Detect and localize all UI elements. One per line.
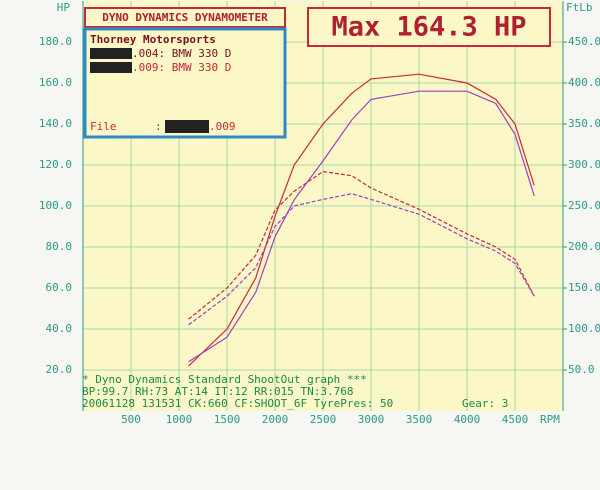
x-tick-label: 4500 (502, 413, 529, 426)
redaction (90, 48, 132, 59)
max-box (307, 7, 551, 47)
y-tick-label: 20.0 (46, 363, 73, 376)
footer: Gear: 3 (462, 397, 508, 410)
y-tick-label: 120.0 (39, 158, 72, 171)
y2-tick-label: 100.0 (568, 322, 600, 335)
y2-tick-label: 200.0 (568, 240, 600, 253)
x-axis-label: RPM (540, 413, 560, 426)
footer: * Dyno Dynamics Standard ShootOut graph … (82, 373, 367, 386)
max-label: Max 164.3 HP (331, 12, 526, 43)
x-tick-label: 2000 (262, 413, 289, 426)
y2-tick-label: 350.0 (568, 117, 600, 130)
shop: Thorney Motorsports (90, 33, 216, 46)
power-line (188, 73, 535, 367)
y2-tick-label: 450.0 (568, 35, 600, 48)
x-tick-label: 1000 (166, 413, 193, 426)
file-label: File (90, 120, 117, 133)
y2-tick-label: 300.0 (568, 158, 600, 171)
y-tick-label: 60.0 (46, 281, 73, 294)
y2-axis-label: FtLb (566, 1, 593, 14)
header-box (84, 7, 286, 28)
y-tick-label: 80.0 (46, 240, 73, 253)
footer: BP:99.7 RH:73 AT:14 IT:12 RR:015 TN:3.76… (82, 385, 354, 398)
lines (188, 73, 535, 367)
y-axis-label: HP (57, 1, 71, 14)
y-tick-label: 180.0 (39, 35, 72, 48)
x-tick-label: 500 (121, 413, 141, 426)
x-tick-label: 4000 (454, 413, 481, 426)
y2-tick-label: 150.0 (568, 281, 600, 294)
header: DYNO DYNAMICS DYNAMOMETER (102, 11, 268, 24)
legend-entry: .004: BMW 330 D (132, 47, 231, 60)
footer: 20061128 131531 CK:660 CF:SHOOT_6F TyreP… (82, 397, 393, 410)
y2-tick-label: 250.0 (568, 199, 600, 212)
y-tick-label: 100.0 (39, 199, 72, 212)
redaction (165, 120, 209, 133)
legend-box (83, 27, 287, 139)
power-line (188, 90, 535, 363)
file-sep: : (155, 120, 162, 133)
redaction (90, 62, 132, 73)
y-tick-label: 140.0 (39, 117, 72, 130)
file-name: .009 (209, 120, 236, 133)
x-tick-label: 3500 (406, 413, 433, 426)
x-tick-label: 2500 (310, 413, 337, 426)
legend-entry: .009: BMW 330 D (132, 61, 231, 74)
y2-tick-label: 50.0 (568, 363, 595, 376)
y-tick-label: 40.0 (46, 322, 73, 335)
x-tick-label: 3000 (358, 413, 385, 426)
y2-tick-label: 400.0 (568, 76, 600, 89)
torque-line (188, 170, 535, 320)
x-tick-label: 1500 (214, 413, 241, 426)
y-tick-label: 160.0 (39, 76, 72, 89)
